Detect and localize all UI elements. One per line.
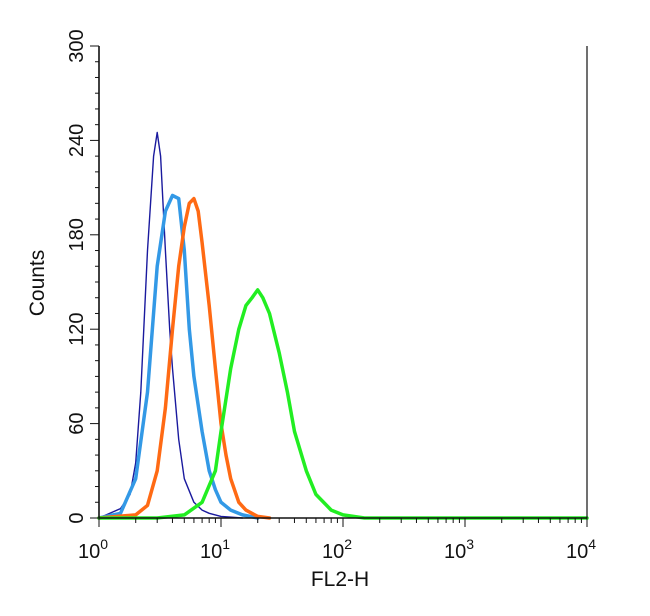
x-tick-label: 102 (322, 536, 352, 563)
x-tick-label: 101 (200, 536, 230, 563)
histogram-lines (97, 131, 589, 520)
series-line-1 (98, 131, 244, 519)
series-line-3 (97, 196, 272, 520)
x-tick-label: 100 (78, 536, 108, 563)
y-tick-label: 240 (66, 124, 88, 157)
y-tick-label: 180 (66, 218, 88, 251)
y-axis-title: Counts (26, 250, 49, 317)
plot-frame (98, 46, 588, 519)
x-tick-label: 103 (444, 536, 474, 563)
y-tick-label: 120 (66, 313, 88, 346)
x-axis-title: FL2-H (311, 568, 369, 591)
y-tick-label: 0 (66, 512, 88, 523)
x-tick-label: 104 (566, 536, 596, 563)
y-tick-label: 300 (66, 29, 88, 62)
series-line-4 (97, 288, 589, 520)
series-line-2 (97, 193, 260, 520)
y-tick-label: 60 (66, 412, 88, 434)
axis-ticks: 0 60 120 180 240 300 100 101 102 103 104 (66, 29, 596, 563)
